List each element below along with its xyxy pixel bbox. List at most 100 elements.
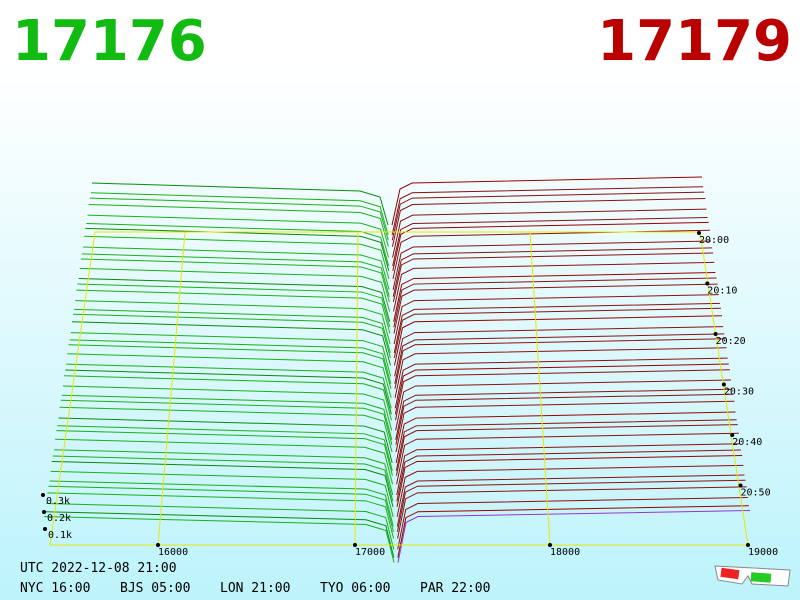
ask-curve [396, 474, 745, 527]
ask-curve [391, 191, 705, 241]
clock: PAR 22:00 [420, 581, 490, 596]
ask-curve [396, 432, 739, 485]
ask-curve [392, 252, 714, 303]
bid-curve [45, 511, 395, 558]
grid-line [354, 231, 359, 546]
bid-curve [86, 223, 390, 267]
ask-curve [395, 411, 736, 463]
depth-lines [43, 176, 751, 563]
ask-curve [394, 338, 726, 389]
depth-label: 0.2k [47, 513, 71, 524]
bid-curve [64, 375, 392, 421]
bid-curve [48, 485, 394, 532]
bid-curve [85, 227, 390, 272]
ask-curve [396, 479, 746, 532]
bid-curve [91, 182, 389, 226]
bid-curve [51, 460, 394, 507]
tick-dot [156, 543, 160, 547]
bid-curve [69, 339, 392, 384]
bid-curve [87, 214, 390, 258]
bid-curve [81, 253, 390, 297]
ask-curve [393, 271, 716, 322]
bid-curve [74, 308, 391, 354]
grid-line [157, 231, 186, 546]
ask-curve [397, 510, 751, 563]
bid-curve [75, 300, 391, 345]
ask-curve [395, 419, 737, 471]
bid-curve [65, 369, 392, 415]
ask-curve [394, 357, 728, 409]
bid-curve [66, 363, 392, 409]
bid-curve [84, 235, 390, 280]
clock: NYC 16:00 [20, 581, 90, 596]
tick-dot [697, 231, 701, 235]
ask-curve [394, 326, 724, 377]
ask-curve [392, 208, 707, 258]
tick-dot [353, 543, 357, 547]
ask-curve [394, 333, 725, 384]
ask-curve [392, 217, 708, 267]
grid [49, 231, 750, 546]
ask-curve [392, 221, 709, 272]
bid-curve [55, 438, 394, 485]
price-label: 16000 [158, 547, 188, 558]
ask-curve [397, 505, 749, 558]
ask-curve [397, 497, 748, 550]
bid-curve [83, 246, 390, 290]
time-label: 20:40 [732, 437, 762, 448]
utc-time: UTC 2022-12-08 21:00 [20, 561, 177, 576]
depth-label: 0.3k [46, 496, 70, 507]
bid-curve [56, 430, 393, 476]
bid-curve [47, 492, 395, 539]
tick-dot [746, 543, 750, 547]
ask-curve [396, 464, 744, 517]
bid-curve [58, 417, 393, 463]
tick-dot [721, 382, 726, 387]
tick-dot [705, 281, 710, 286]
bid-curve [60, 399, 393, 445]
ask-curve [397, 486, 747, 539]
tick-dot [43, 527, 47, 531]
bid-curve [61, 394, 393, 440]
ask-curve [393, 302, 720, 354]
bid-curve [62, 385, 393, 431]
bid-curve [76, 289, 391, 334]
time-label: 20:00 [699, 235, 729, 246]
bid-curve [70, 332, 392, 377]
price-label: 17000 [355, 547, 385, 558]
bid-curve [49, 480, 394, 527]
left-edge [49, 231, 96, 546]
grid-line [529, 231, 551, 546]
depth-label: 0.1k [48, 530, 72, 541]
ask-curve [394, 315, 723, 366]
bid-curve [59, 406, 393, 453]
bid-curve [88, 204, 389, 247]
ask-curve [396, 443, 740, 496]
bid-curve [67, 353, 392, 398]
tick-dot [41, 493, 45, 497]
clock: LON 21:00 [220, 581, 290, 596]
ask-curve [395, 424, 738, 476]
ask-curve [393, 277, 717, 328]
ask-curve [391, 186, 704, 235]
ask-curve [391, 198, 706, 247]
bid-curve [78, 277, 391, 322]
clock: TYO 06:00 [320, 581, 390, 596]
glasses-icon [714, 565, 791, 587]
bid-curve [68, 344, 392, 389]
ask-curve [393, 283, 718, 334]
bid-curve [57, 425, 393, 471]
bid-curve [43, 516, 395, 563]
tick-dot [548, 543, 552, 547]
ask-curve [396, 454, 743, 507]
ask-curve [393, 294, 719, 345]
price-label: 19000 [748, 547, 778, 558]
price-label: 18000 [550, 547, 580, 558]
bid-curve [71, 321, 391, 366]
time-label: 20:50 [741, 488, 771, 499]
ask-curve [394, 347, 727, 398]
ask-price: 17179 [597, 9, 792, 74]
bid-curve [80, 258, 390, 303]
ask-curve [394, 369, 730, 421]
